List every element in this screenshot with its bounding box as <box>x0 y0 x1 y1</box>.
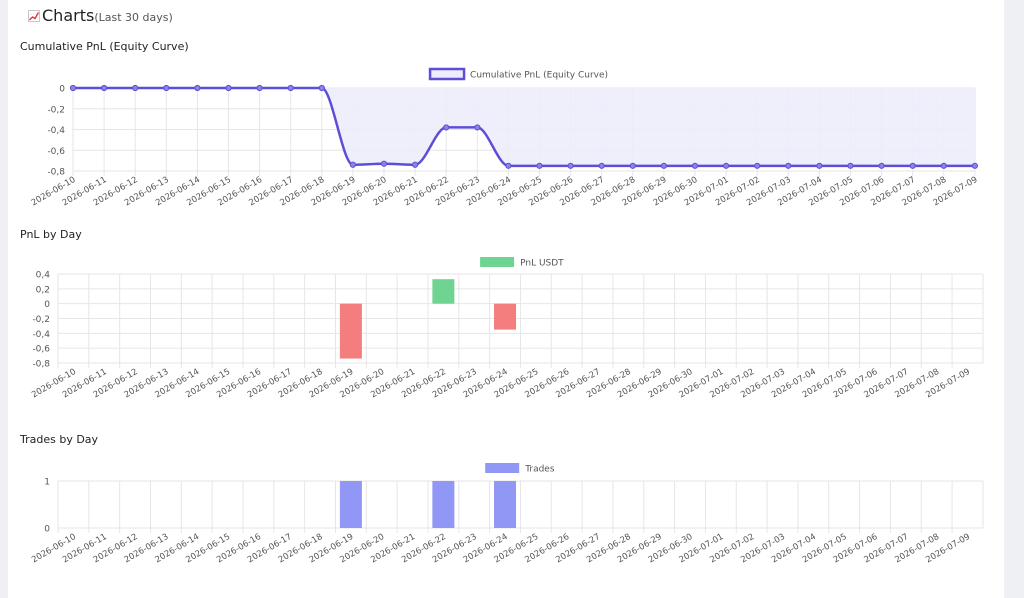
y-tick-label: -0,4 <box>47 126 65 136</box>
y-tick-label: -0,6 <box>32 345 50 355</box>
bar-trades <box>494 481 517 528</box>
bar-trades <box>432 481 455 528</box>
equity-point <box>785 162 792 169</box>
equity-point <box>847 162 854 169</box>
chart-grid <box>57 273 984 368</box>
equity-point <box>194 84 201 92</box>
equity-section-title: Cumulative PnL (Equity Curve) <box>20 40 189 53</box>
chart-increasing-icon <box>28 10 40 22</box>
legend-label: Cumulative PnL (Equity Curve) <box>470 71 608 81</box>
pnl-section-title: PnL by Day <box>20 228 82 241</box>
trades-section-title: Trades by Day <box>20 433 99 446</box>
equity-curve-chart: Cumulative PnL (Equity Curve) 0 -0,2 -0,4 -0… <box>30 67 979 208</box>
chart-legend: Cumulative PnL (Equity Curve) <box>428 67 608 81</box>
equity-point <box>971 162 979 169</box>
equity-point <box>474 124 481 131</box>
page-title: Charts <box>42 6 95 25</box>
trades-by-day-chart: Trades102026-06-102026-06-112026-06-1220… <box>30 463 984 565</box>
equity-point <box>69 84 77 92</box>
equity-point <box>691 162 699 169</box>
y-tick-label: -0,4 <box>32 330 50 340</box>
equity-area-fill <box>73 88 975 166</box>
chart-legend: PnL USDT <box>480 257 564 269</box>
legend-swatch <box>480 257 515 267</box>
equity-point <box>909 162 916 169</box>
y-tick-label: 0,2 <box>36 285 50 295</box>
y-tick-label: 0 <box>44 300 50 310</box>
equity-point <box>536 162 543 169</box>
equity-point <box>163 84 170 92</box>
y-tick-label: 0,4 <box>36 271 51 281</box>
equity-point <box>660 162 668 169</box>
equity-point <box>256 84 263 92</box>
y-tick-label: -0,2 <box>32 315 50 325</box>
bar-pnl <box>339 303 362 359</box>
pnl-by-day-chart: PnL USDT0,40,20-0,2-0,4-0,6-0,82026-06-1… <box>30 257 984 400</box>
legend-swatch <box>428 67 466 81</box>
chart-legend: Trades <box>485 463 555 475</box>
equity-point <box>380 160 388 167</box>
equity-point <box>878 162 885 169</box>
charts-header: Charts (Last 30 days) <box>28 6 173 25</box>
bar-trades <box>339 481 362 528</box>
equity-point <box>816 162 823 169</box>
equity-point <box>287 84 294 92</box>
equity-point <box>412 161 419 168</box>
y-tick-label: -0,8 <box>32 360 50 370</box>
y-tick-label: 1 <box>44 478 50 488</box>
legend-swatch <box>485 463 520 473</box>
equity-point <box>723 162 730 169</box>
equity-point <box>132 84 139 92</box>
y-tick-label: 0 <box>59 85 65 95</box>
page-subtitle: (Last 30 days) <box>94 11 173 24</box>
y-tick-label: 0 <box>44 525 50 535</box>
equity-point <box>598 162 605 169</box>
equity-point <box>505 162 512 169</box>
legend-label: PnL USDT <box>520 259 564 269</box>
y-tick-label: -0,8 <box>47 168 65 178</box>
equity-point <box>349 161 356 168</box>
equity-point <box>318 84 325 92</box>
equity-point <box>940 162 947 169</box>
bar-pnl <box>494 303 517 330</box>
equity-point <box>567 162 574 169</box>
equity-point <box>629 162 636 169</box>
chart-grid <box>57 480 984 533</box>
equity-point <box>754 162 761 169</box>
bar-pnl <box>432 279 455 304</box>
y-tick-label: -0,6 <box>47 147 65 157</box>
legend-label: Trades <box>524 465 555 475</box>
equity-point <box>101 84 108 92</box>
equity-point <box>443 124 450 131</box>
y-tick-label: -0,2 <box>47 105 65 115</box>
equity-point <box>225 84 232 92</box>
